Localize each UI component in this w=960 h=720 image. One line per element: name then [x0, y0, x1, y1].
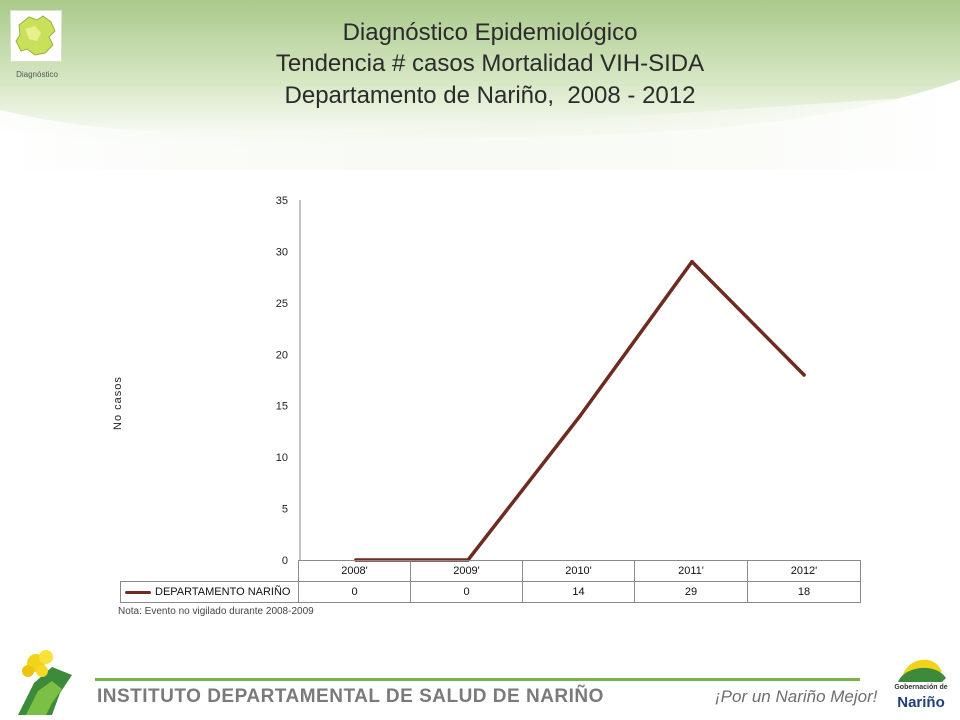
- y-axis-label: No casos: [112, 376, 124, 430]
- narino-map-logo: [10, 10, 62, 62]
- data-value-cell: 14: [522, 581, 635, 603]
- y-tick-label: 30: [276, 246, 288, 258]
- y-tick-label: 35: [276, 195, 288, 207]
- data-value-cell: 0: [410, 581, 523, 603]
- data-value-cell: 29: [634, 581, 748, 603]
- gobernacion-label: Gobernación de: [894, 684, 948, 691]
- header-background: [0, 0, 960, 170]
- institute-flower-logo: [18, 650, 72, 715]
- y-tick-label: 25: [276, 298, 288, 310]
- footer-divider: [95, 678, 860, 681]
- y-tick-label: 20: [276, 349, 288, 361]
- gobernacion-name: Nariño: [897, 694, 945, 711]
- chart-note: Nota: Evento no vigilado durante 2008-20…: [118, 606, 314, 617]
- table-corner: [120, 560, 299, 582]
- y-tick-label: 15: [276, 401, 288, 413]
- legend-entry: DEPARTAMENTO NARIÑO: [120, 581, 299, 603]
- title-line-3: Departamento de Nariño, 2008 - 2012: [284, 82, 696, 109]
- x-category-label: 2012': [747, 560, 861, 582]
- x-category-label: 2008': [298, 560, 411, 582]
- series-line: [354, 259, 806, 562]
- data-point: [690, 259, 694, 264]
- data-value-cell: 0: [298, 581, 411, 603]
- gobernacion-logo: [898, 659, 946, 682]
- data-table: 2008' 2009' 2010' 2011' 2012' DEPARTAMENTO N…: [120, 560, 861, 604]
- data-point: [578, 414, 582, 418]
- data-point: [802, 373, 806, 377]
- title-line-2: Tendencia # casos Mortalidad VIH-SIDA: [275, 50, 705, 77]
- logo-caption: Diagnóstico: [16, 70, 58, 79]
- x-category-label: 2011': [634, 560, 748, 582]
- data-value-cell: 18: [747, 581, 861, 603]
- slogan: ¡Por un Nariño Mejor!: [715, 687, 878, 706]
- y-tick-label: 10: [276, 452, 288, 464]
- x-category-label: 2010': [522, 560, 635, 582]
- y-tick-label: 5: [282, 504, 288, 516]
- series-name: DEPARTAMENTO NARIÑO: [155, 586, 291, 598]
- x-category-label: 2009': [410, 560, 523, 582]
- institute-name: INSTITUTO DEPARTAMENTAL DE SALUD DE NARI…: [97, 686, 604, 707]
- narino-map-icon: [15, 15, 56, 56]
- title-line-1: Diagnóstico Epidemiológico: [342, 19, 638, 46]
- legend-line-key: [125, 590, 151, 594]
